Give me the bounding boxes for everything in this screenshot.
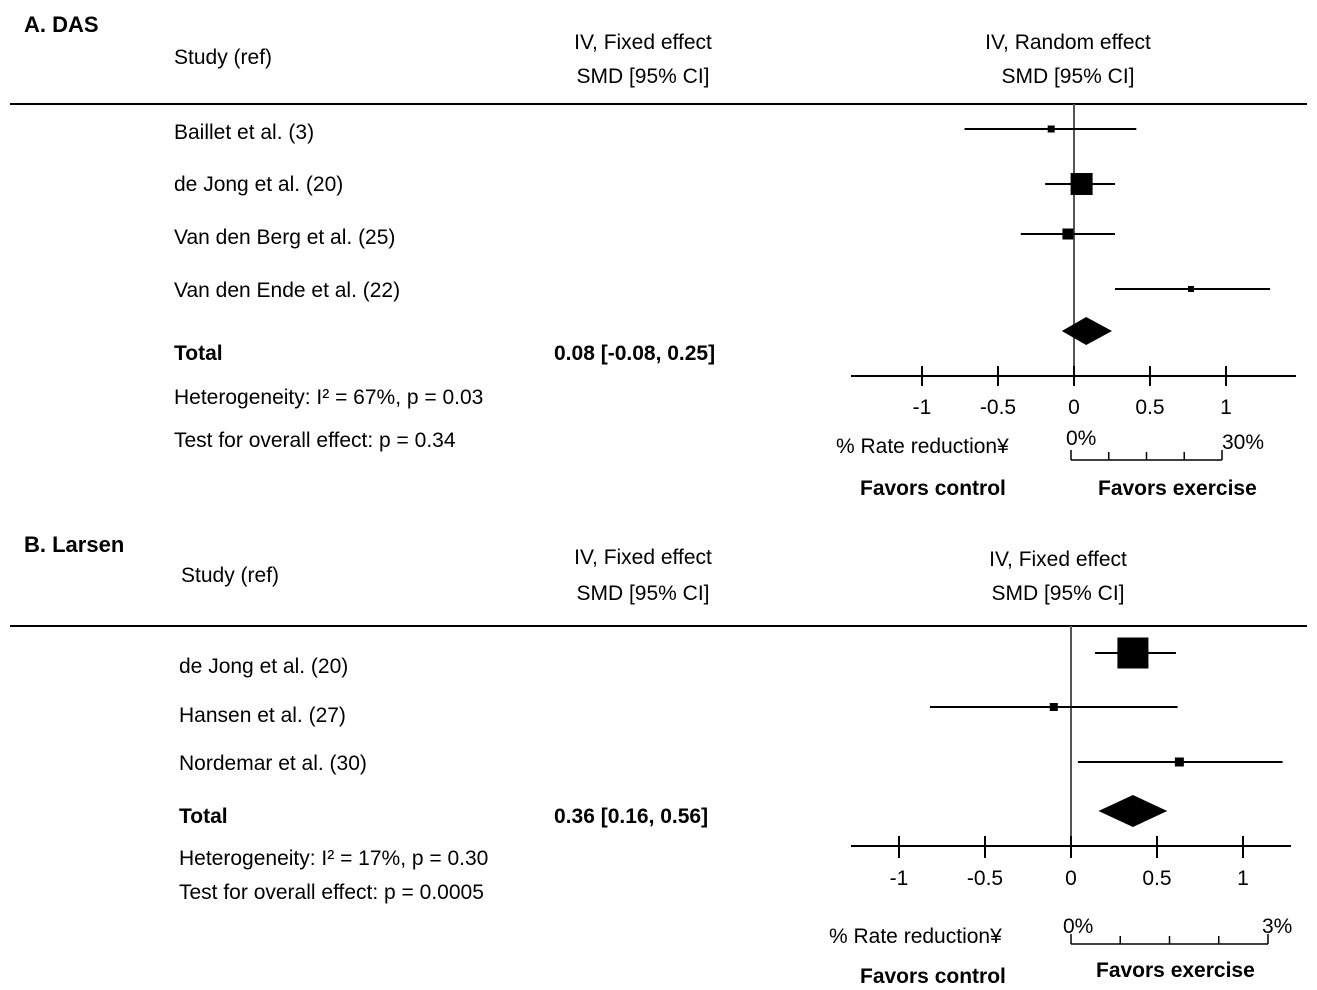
overall-effect-text: Test for overall effect: p = 0.0005 [179, 881, 484, 904]
effect-box [1188, 286, 1195, 292]
pooled-diamond [1098, 795, 1168, 827]
study-label: Baillet et al. (3) [174, 121, 315, 144]
x-tick-label: 0.5 [1142, 867, 1171, 890]
total-label: Total [174, 342, 223, 365]
rate-reduction-label: % Rate reduction¥ [836, 435, 1009, 458]
study-label: Van den Berg et al. (25) [174, 226, 396, 249]
fixed-effect-plot-header-2: SMD [95% CI] [991, 582, 1125, 605]
panel-label: A. DAS [24, 12, 99, 37]
effect-box [1047, 125, 1055, 133]
x-tick-label: 0 [1065, 867, 1077, 890]
total-estimate: 0.36 [0.16, 0.56] [554, 805, 709, 828]
random-effect-header-2: SMD [95% CI] [1001, 65, 1135, 88]
study-column-header: Study (ref) [174, 46, 273, 69]
rate-start-label: 0% [1066, 427, 1097, 450]
x-tick-label: 0 [1068, 396, 1080, 419]
x-tick-label: -0.5 [980, 396, 1016, 419]
heterogeneity-text: Heterogeneity: I² = 17%, p = 0.30 [179, 847, 489, 870]
header-rule [10, 625, 1307, 627]
favors-exercise-label: Favors exercise [1096, 959, 1255, 982]
x-tick-label: 0.5 [1135, 396, 1164, 419]
panel-label: B. Larsen [24, 532, 125, 557]
total-label: Total [179, 805, 228, 828]
x-tick-label: 1 [1237, 867, 1249, 890]
favors-control-label: Favors control [860, 477, 1006, 500]
overall-effect-text: Test for overall effect: p = 0.34 [174, 429, 456, 452]
study-label: Hansen et al. (27) [179, 704, 346, 727]
fixed-effect-plot-header-1: IV, Fixed effect [989, 548, 1127, 571]
total-estimate: 0.08 [-0.08, 0.25] [554, 342, 716, 365]
effect-box [1174, 757, 1184, 767]
study-label: Nordemar et al. (30) [179, 752, 367, 775]
study-label: Van den Ende et al. (22) [174, 279, 401, 302]
study-label: de Jong et al. (20) [179, 655, 349, 678]
x-tick-label: -1 [913, 396, 932, 419]
fixed-effect-header-1: IV, Fixed effect [574, 31, 712, 54]
rate-reduction-label: % Rate reduction¥ [829, 925, 1002, 948]
x-tick-label: -1 [890, 867, 909, 890]
effect-box [1117, 637, 1149, 669]
effect-box [1070, 173, 1093, 195]
pooled-diamond [1061, 317, 1112, 345]
rate-start-label: 0% [1063, 915, 1094, 938]
x-tick-label: -0.5 [967, 867, 1003, 890]
rate-end-label: 30% [1222, 431, 1265, 454]
fixed-effect-header-2: SMD [95% CI] [576, 65, 710, 88]
favors-control-label: Favors control [860, 965, 1006, 988]
random-effect-header-1: IV, Random effect [985, 31, 1151, 54]
study-column-header: Study (ref) [181, 564, 280, 587]
header-rule [10, 103, 1307, 105]
study-label: de Jong et al. (20) [174, 173, 344, 196]
fixed-effect-header-2: SMD [95% CI] [576, 582, 710, 605]
fixed-effect-header-1: IV, Fixed effect [574, 546, 712, 569]
favors-exercise-label: Favors exercise [1098, 477, 1257, 500]
heterogeneity-text: Heterogeneity: I² = 67%, p = 0.03 [174, 386, 484, 409]
effect-box [1049, 703, 1058, 711]
x-tick-label: 1 [1220, 396, 1232, 419]
effect-box [1062, 228, 1074, 240]
rate-end-label: 3% [1262, 915, 1293, 938]
